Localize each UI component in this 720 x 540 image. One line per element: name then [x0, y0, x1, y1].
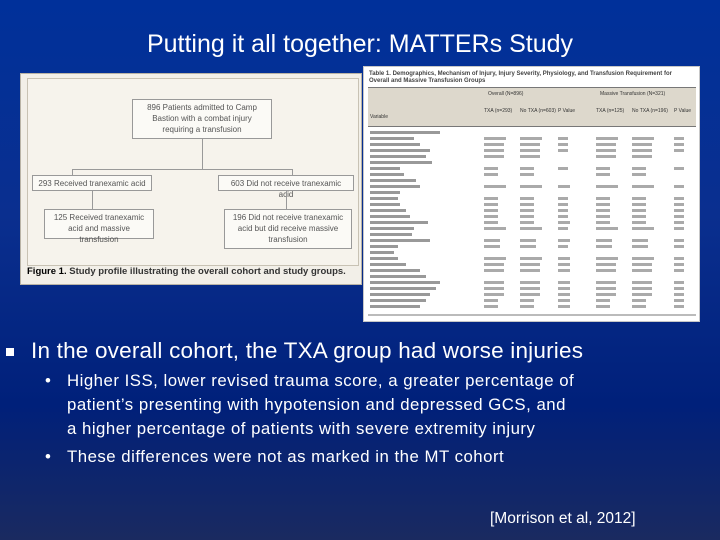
- header-p: P Value: [558, 108, 576, 114]
- flow-connector: [202, 139, 203, 169]
- study-profile-figure: 896 Patients admitted to Camp Bastion wi…: [20, 73, 362, 285]
- figure-caption: Figure 1. Study profile illustrating the…: [27, 266, 357, 277]
- header-overall: Overall (N=896): [488, 91, 524, 97]
- caption-label: Figure 1.: [27, 266, 67, 277]
- header-p-mt: P Value: [674, 108, 692, 114]
- main-bullet-text: In the overall cohort, the TXA group had…: [31, 338, 584, 363]
- dot-bullet-icon: •: [45, 371, 52, 390]
- sub-bullet-text-line: patient’s presenting with hypotension an…: [67, 395, 566, 414]
- header-no-txa: No TXA (n=603): [520, 108, 556, 114]
- sub-bullet-text-line: These differences were not as marked in …: [67, 447, 505, 466]
- flow-connector: [72, 169, 292, 170]
- flow-box-top: 896 Patients admitted to Camp Bastion wi…: [132, 99, 272, 139]
- caption-text: Study profile illustrating the overall c…: [66, 266, 346, 277]
- flow-connector: [292, 169, 293, 175]
- flow-box-txa-mt: 125 Received tranexamic acid and massive…: [44, 209, 154, 244]
- figure-frame: 896 Patients admitted to Camp Bastion wi…: [27, 78, 359, 266]
- table-body-rows: [368, 131, 696, 316]
- slide-title: Putting it all together: MATTERs Study: [146, 30, 574, 58]
- sub-bullet-text-line: Higher ISS, lower revised trauma score, …: [67, 371, 575, 390]
- dot-bullet-icon: •: [45, 447, 52, 466]
- header-txa: TXA (n=293): [484, 108, 513, 114]
- table-title: Table 1. Demographics, Mechanism of Inju…: [369, 71, 672, 84]
- flow-connector: [72, 169, 73, 175]
- header-variable: Variable: [370, 114, 388, 120]
- main-bullet: In the overall cohort, the TXA group had…: [6, 338, 583, 364]
- citation: [Morrison et al, 2012]: [490, 510, 636, 527]
- square-bullet-icon: [6, 348, 14, 357]
- demographics-table: Table 1. Demographics, Mechanism of Inju…: [363, 66, 700, 322]
- header-txa-mt: TXA (n=125): [596, 108, 625, 114]
- flow-box-no-txa-mt: 196 Did not receive tranexamic acid but …: [224, 209, 352, 249]
- sub-bullet-text-line: a higher percentage of patients with sev…: [67, 419, 536, 438]
- flow-connector: [92, 191, 93, 209]
- header-mt: Massive Transfusion (N=321): [600, 91, 666, 97]
- header-no-txa-mt: No TXA (n=196): [632, 108, 668, 114]
- flow-connector: [286, 191, 287, 209]
- table-header: Overall (N=896) Massive Transfusion (N=3…: [368, 87, 696, 127]
- flow-box-txa: 293 Received tranexamic acid: [32, 175, 152, 191]
- flow-box-no-txa: 603 Did not receive tranexamic acid: [218, 175, 354, 199]
